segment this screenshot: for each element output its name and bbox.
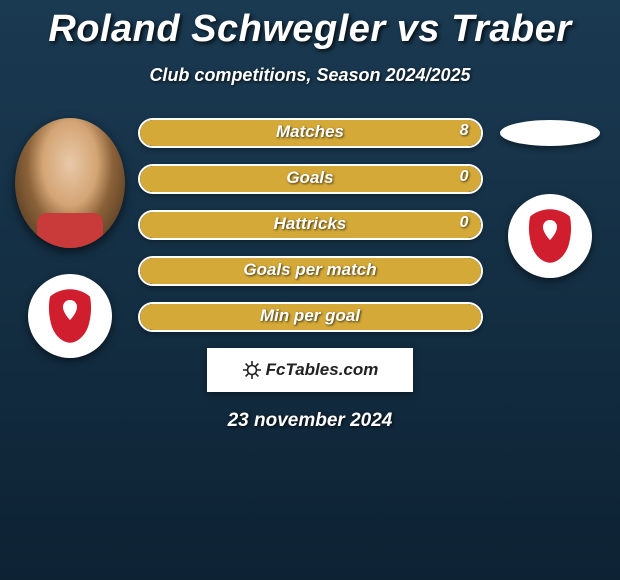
stat-label: Goals per match — [140, 260, 481, 280]
stat-row: Goals0 — [138, 164, 483, 194]
player-left-club-badge — [28, 274, 112, 358]
vaduz-shield-icon — [523, 206, 577, 266]
stat-label: Matches — [140, 122, 481, 142]
stat-label: Min per goal — [140, 306, 481, 326]
player-right-column — [485, 118, 615, 278]
page-title: Roland Schwegler vs Traber — [0, 0, 620, 51]
subtitle: Club competitions, Season 2024/2025 — [0, 65, 620, 86]
fctables-logo-icon — [242, 360, 262, 380]
stat-label: Goals — [140, 168, 481, 188]
stat-row: Matches8 — [138, 118, 483, 148]
vaduz-shield-icon — [43, 286, 97, 346]
attribution-badge[interactable]: FcTables.com — [207, 348, 413, 392]
player-right-club-badge — [508, 194, 592, 278]
player-left-column — [5, 118, 135, 358]
player-left-photo — [15, 118, 125, 248]
stat-row: Min per goal — [138, 302, 483, 332]
stat-value-right: 0 — [460, 214, 469, 232]
stat-value-right: 8 — [460, 122, 469, 140]
comparison-date: 23 november 2024 — [0, 410, 620, 432]
attribution-text: FcTables.com — [266, 360, 379, 380]
stat-value-right: 0 — [460, 168, 469, 186]
stats-list: Matches8Goals0Hattricks0Goals per matchM… — [138, 118, 483, 332]
stat-label: Hattricks — [140, 214, 481, 234]
player-right-photo-placeholder — [500, 120, 600, 146]
stat-row: Goals per match — [138, 256, 483, 286]
comparison-panel: Matches8Goals0Hattricks0Goals per matchM… — [0, 118, 620, 332]
stat-row: Hattricks0 — [138, 210, 483, 240]
